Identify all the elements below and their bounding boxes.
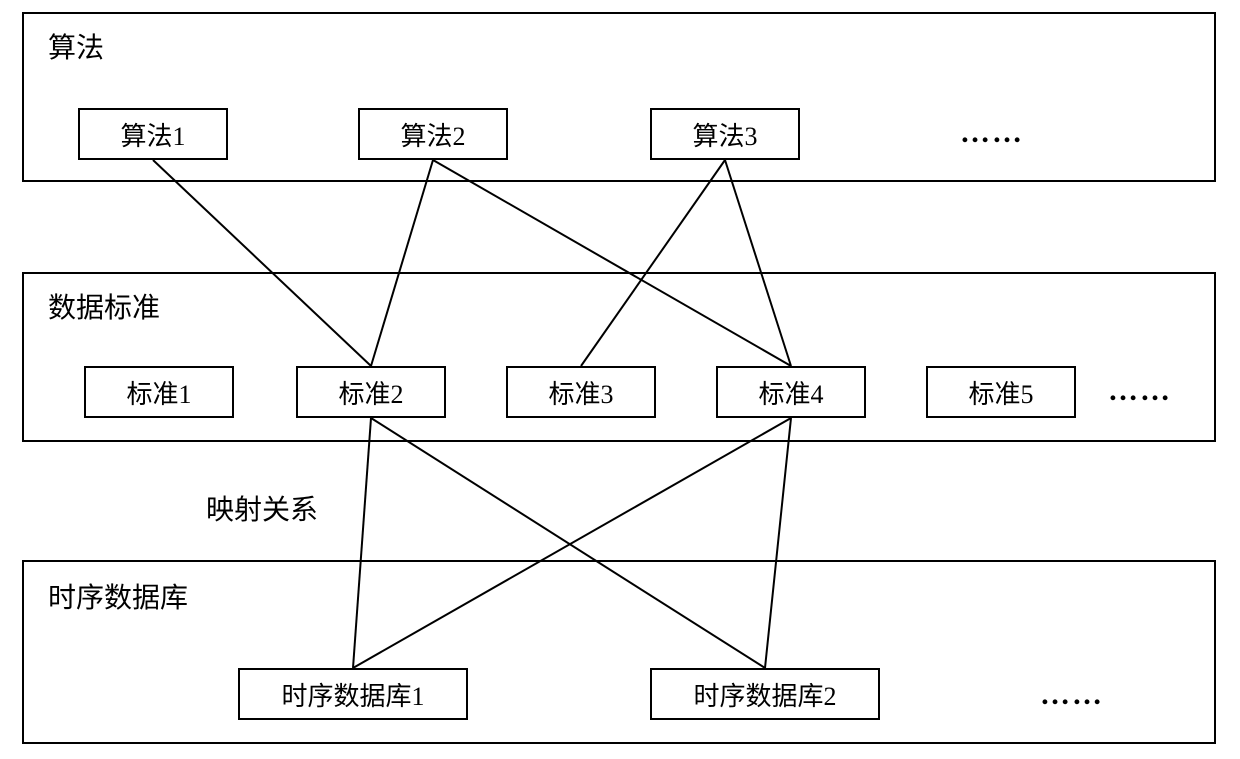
node-standard-1: 标准1 xyxy=(84,366,234,418)
node-standard-4: 标准4 xyxy=(716,366,866,418)
node-label: 标准5 xyxy=(968,374,1033,411)
node-label: 算法3 xyxy=(692,116,757,153)
edge-label-mapping: 映射关系 xyxy=(206,488,318,528)
ellipsis-standards: …… xyxy=(1108,374,1172,408)
node-standard-2: 标准2 xyxy=(296,366,446,418)
node-label: 标准1 xyxy=(126,374,191,411)
node-standard-5: 标准5 xyxy=(926,366,1076,418)
ellipsis-tsdb: …… xyxy=(1040,678,1104,712)
ellipsis-algorithms: …… xyxy=(960,116,1024,150)
node-label: 时序数据库1 xyxy=(281,676,424,713)
node-algorithm-2: 算法2 xyxy=(358,108,508,160)
layer-title-timeseries-db: 时序数据库 xyxy=(48,576,188,616)
node-label: 算法1 xyxy=(120,116,185,153)
layer-timeseries-db xyxy=(22,560,1216,744)
node-standard-3: 标准3 xyxy=(506,366,656,418)
node-label: 标准2 xyxy=(338,374,403,411)
node-label: 算法2 xyxy=(400,116,465,153)
node-tsdb-1: 时序数据库1 xyxy=(238,668,468,720)
node-algorithm-3: 算法3 xyxy=(650,108,800,160)
layer-title-data-standards: 数据标准 xyxy=(48,286,160,326)
node-tsdb-2: 时序数据库2 xyxy=(650,668,880,720)
diagram-stage: 算法 数据标准 时序数据库 算法1 算法2 算法3 标准1 标准2 标准3 标准… xyxy=(0,0,1240,759)
node-label: 标准3 xyxy=(548,374,613,411)
node-label: 时序数据库2 xyxy=(693,676,836,713)
node-algorithm-1: 算法1 xyxy=(78,108,228,160)
node-label: 标准4 xyxy=(758,374,823,411)
layer-title-algorithms: 算法 xyxy=(48,26,104,66)
